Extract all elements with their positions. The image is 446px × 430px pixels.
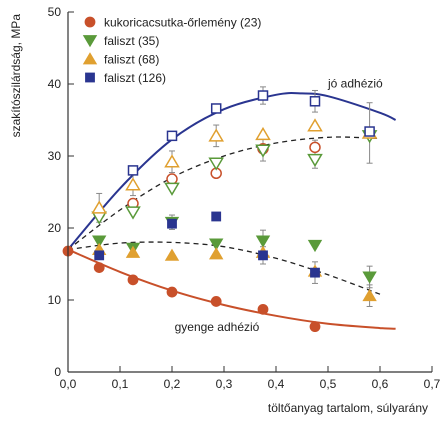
y-tick-label: 0 (54, 365, 61, 379)
data-point-triangle-open (164, 154, 180, 168)
legend-label: faliszt (126) (104, 71, 166, 85)
data-point-square-filled (258, 250, 268, 261)
data-point-square-filled (310, 267, 320, 278)
data-point-circle-open (309, 141, 321, 154)
data-point-triangle-down-filled (307, 239, 323, 253)
data-point-square-open (364, 126, 375, 137)
data-point-triangle-filled (164, 248, 180, 261)
data-point-triangle-filled (125, 245, 141, 258)
legend-marker (82, 52, 98, 65)
x-tick-label: 0,5 (320, 377, 337, 391)
x-tick-label: 0,2 (164, 377, 181, 391)
data-point-square-open (309, 96, 321, 107)
legend-marker (82, 35, 98, 48)
annotation-good-adhesion: jó adhézió (327, 77, 383, 91)
data-point-circle-filled (309, 321, 321, 333)
x-tick-label: 0,1 (112, 377, 129, 391)
y-tick-label: 40 (48, 77, 62, 91)
y-tick-label: 10 (48, 293, 62, 307)
data-point-circle-filled (166, 286, 178, 298)
data-point-triangle-down-open (307, 153, 323, 168)
x-tick-label: 0,4 (268, 377, 285, 391)
data-point-square-open (127, 165, 139, 176)
data-point-square-open (166, 130, 178, 142)
y-axis-title: szakítószilárdság, MPa (9, 14, 23, 138)
y-tick-label: 50 (48, 5, 62, 19)
data-point-triangle-filled (208, 247, 224, 260)
data-point-square-open (210, 103, 222, 114)
data-point-circle-filled (127, 274, 139, 286)
data-point-triangle-down-open (125, 206, 141, 220)
y-tick-label: 30 (48, 149, 62, 163)
legend-label: kukoricacsutka-őrlemény (23) (104, 16, 261, 30)
x-tick-label: 0,6 (372, 377, 389, 391)
data-point-square-filled (94, 250, 105, 261)
legend-label: faliszt (68) (104, 53, 159, 67)
legend-marker (84, 16, 96, 28)
data-point-triangle-filled (362, 288, 377, 302)
data-point-triangle-down-filled (208, 238, 224, 251)
annotation-poor-adhesion: gyenge adhézió (175, 320, 260, 334)
legend-marker (85, 72, 95, 83)
fit-curve-2 (67, 241, 381, 295)
data-point-square-filled (211, 211, 222, 222)
x-tick-label: 0,3 (216, 377, 233, 391)
data-point-circle-filled (210, 296, 222, 307)
legend: kukoricacsutka-őrlemény (23) faliszt (35)… (82, 16, 261, 85)
data-point-triangle-open (208, 128, 225, 142)
legend-label: faliszt (35) (104, 34, 159, 48)
tick-labels: 0,0 0,1 0,2 0,3 0,4 0,5 0,6 0,7 0 10 20 30 40 50 (48, 5, 441, 391)
data-point-triangle-down-open (208, 157, 225, 171)
data-point-triangle-down-filled (91, 235, 107, 248)
error-bars (96, 86, 373, 307)
data-point-triangle-open (255, 126, 271, 141)
data-point-circle-open (166, 173, 178, 185)
data-point-triangle-open (91, 200, 108, 214)
fit-curves (67, 92, 397, 330)
data-point-square-open (257, 90, 269, 101)
fit-curve-0 (67, 92, 397, 251)
data-point-triangle-down-open (255, 144, 271, 158)
data-point-triangle-down-filled (255, 235, 271, 248)
y-tick-label: 20 (48, 221, 62, 235)
fit-curve-3 (67, 248, 396, 330)
data-point-circle-filled (257, 303, 269, 315)
data-point-triangle-open (307, 118, 323, 132)
x-tick-label: 0,7 (424, 377, 441, 391)
axes (67, 11, 433, 373)
data-point-square-filled (167, 218, 177, 229)
data-point-triangle-down-filled (362, 271, 377, 284)
x-tick-label: 0,0 (60, 377, 77, 391)
data-point-triangle-down-open (164, 182, 180, 196)
data-markers (62, 90, 378, 333)
x-axis-title: töltőanyag tartalom, súlyarány (268, 401, 428, 415)
data-point-circle-filled (93, 262, 105, 274)
data-point-triangle-open (125, 177, 141, 191)
